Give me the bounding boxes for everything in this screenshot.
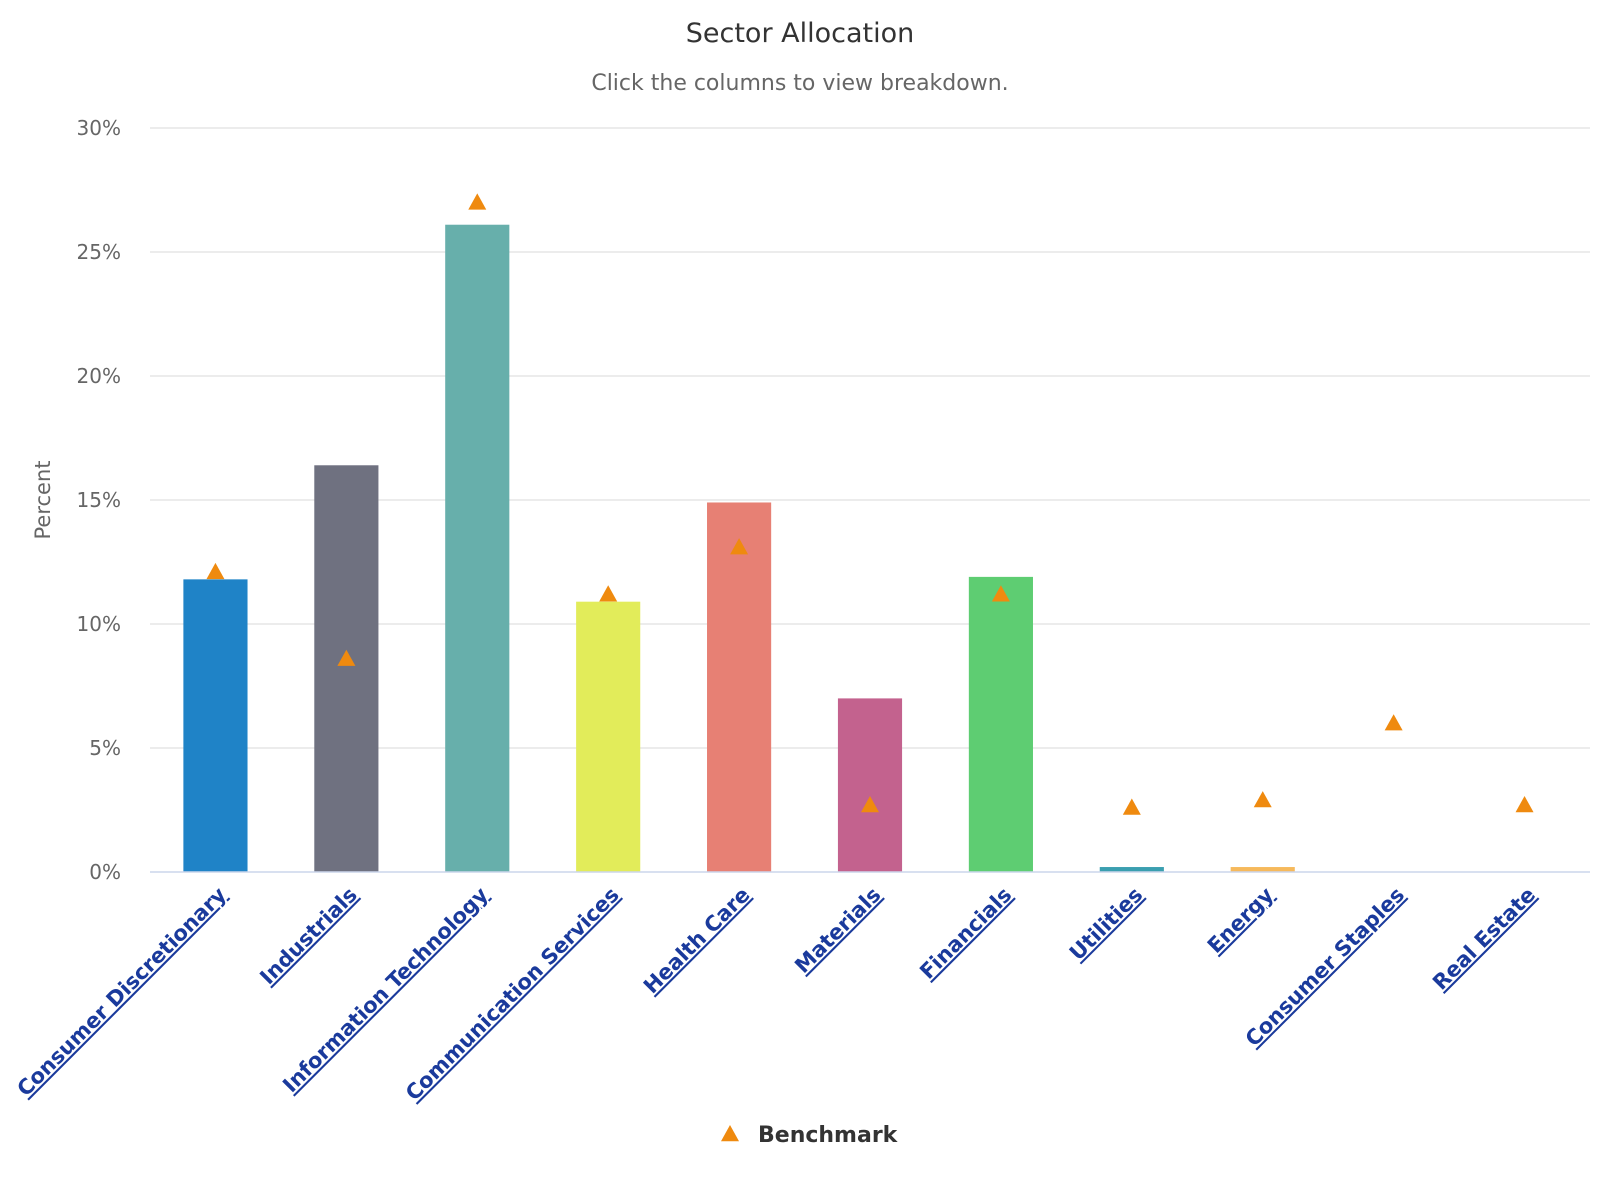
bar-energy[interactable]: [1230, 867, 1295, 872]
x-tick-link-industrials[interactable]: Industrials: [255, 883, 362, 990]
y-tick-label: 25%: [77, 240, 121, 264]
y-tick-label: 5%: [89, 736, 121, 760]
x-tick-link-utilities[interactable]: Utilities: [1065, 883, 1147, 965]
legend-label-benchmark: Benchmark: [758, 1123, 899, 1148]
bar-materials[interactable]: [837, 698, 903, 872]
benchmark-marker-materials[interactable]: [861, 796, 879, 813]
x-tick-link-consumer-discretionary[interactable]: Consumer Discretionary: [12, 882, 231, 1101]
chart-title: Sector Allocation: [686, 18, 915, 49]
bar-industrials[interactable]: [314, 465, 379, 872]
x-tick-link-health-care[interactable]: Health Care: [639, 883, 755, 999]
legend[interactable]: Benchmark: [721, 1123, 899, 1148]
x-tick-link-energy[interactable]: Energy: [1203, 882, 1279, 958]
bar-communication-services[interactable]: [576, 601, 641, 872]
benchmark-marker-layer: [206, 193, 1534, 815]
x-tick-link-information-technology[interactable]: Information Technology: [278, 882, 493, 1097]
benchmark-marker-communication-services[interactable]: [599, 585, 618, 602]
y-tick-label: 20%: [77, 364, 121, 388]
bar-information-technology[interactable]: [445, 224, 510, 873]
benchmark-marker-real-estate[interactable]: [1515, 796, 1534, 813]
benchmark-marker-consumer-discretionary[interactable]: [206, 562, 225, 580]
benchmark-marker-health-care[interactable]: [730, 538, 749, 555]
x-tick-link-financials[interactable]: Financials: [915, 883, 1016, 984]
y-axis-ticks: 0% 5% 10% 15% 20% 25% 30%: [77, 116, 121, 884]
bar-layer: [183, 224, 1295, 873]
chart-subtitle: Click the columns to view breakdown.: [591, 71, 1008, 96]
x-axis-ticks: Consumer Discretionary IndustrialsInforma…: [12, 882, 1540, 1105]
bar-financials[interactable]: [968, 576, 1033, 872]
benchmark-marker-information-technology[interactable]: [468, 193, 487, 210]
benchmark-marker-utilities[interactable]: [1122, 798, 1141, 815]
x-tick-link-communication-services[interactable]: Communication Services: [401, 883, 624, 1106]
y-tick-label: 10%: [77, 612, 121, 636]
benchmark-marker-financials[interactable]: [991, 585, 1010, 602]
legend-triangle-icon: [721, 1125, 739, 1142]
benchmark-marker-energy[interactable]: [1253, 791, 1272, 808]
x-tick-link-real-estate[interactable]: Real Estate: [1428, 883, 1540, 995]
y-axis-label: Percent: [31, 460, 55, 539]
y-tick-label: 30%: [77, 116, 121, 140]
benchmark-marker-consumer-staples[interactable]: [1384, 714, 1403, 731]
bar-health-care[interactable]: [707, 502, 772, 872]
y-tick-label: 15%: [77, 488, 121, 512]
benchmark-marker-industrials[interactable]: [337, 649, 356, 666]
bar-utilities[interactable]: [1099, 867, 1164, 872]
bar-consumer-discretionary[interactable]: [183, 579, 248, 872]
y-tick-label: 0%: [89, 860, 121, 884]
grid-layer: [150, 127, 1590, 749]
x-tick-link-materials[interactable]: Materials: [790, 883, 885, 978]
